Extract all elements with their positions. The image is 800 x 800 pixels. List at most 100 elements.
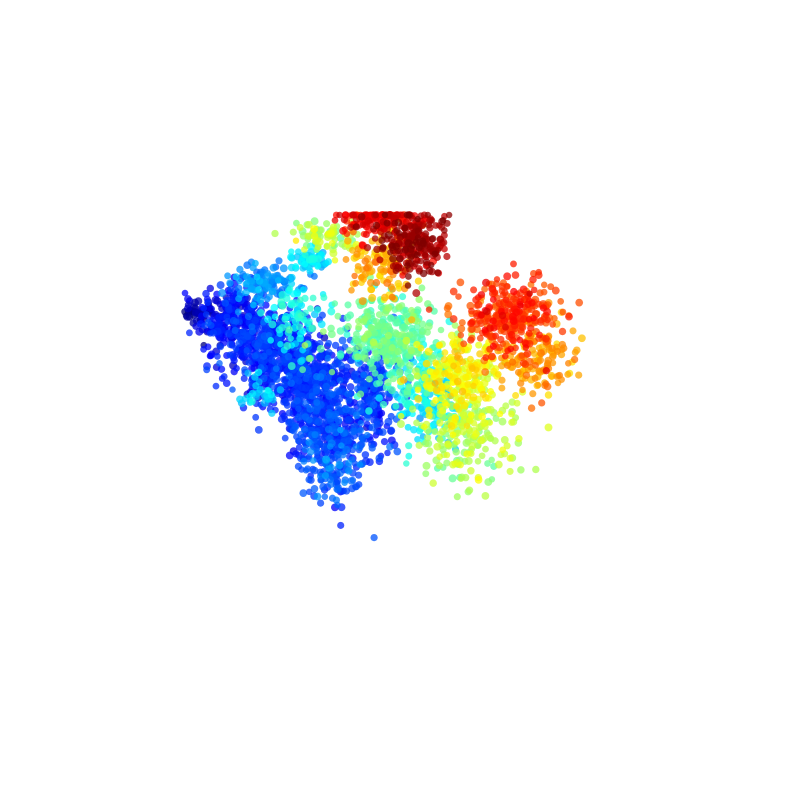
- scatter-point: [283, 402, 291, 409]
- scatter-point: [200, 345, 208, 353]
- scatter-point: [418, 284, 426, 292]
- scatter-point: [244, 312, 253, 321]
- scatter-point: [278, 290, 287, 299]
- scatter-point: [235, 295, 243, 303]
- scatter-point: [522, 371, 531, 379]
- scatter-point: [306, 447, 315, 456]
- scatter-point: [350, 427, 359, 435]
- scatter-point: [441, 391, 450, 400]
- scatter-point: [285, 409, 293, 417]
- scatter-point: [512, 392, 520, 399]
- scatter-point: [291, 299, 299, 307]
- scatter-point: [288, 248, 295, 255]
- scatter-point: [370, 533, 378, 542]
- scatter-point: [443, 451, 451, 459]
- scatter-point: [371, 349, 379, 357]
- scatter-point: [372, 318, 381, 326]
- scatter-point: [417, 344, 425, 352]
- scatter-point: [431, 379, 439, 387]
- scatter-point: [386, 442, 394, 451]
- scatter-point: [482, 354, 490, 362]
- scatter-point: [243, 331, 252, 340]
- scatter-point: [401, 231, 408, 239]
- scatter-point: [260, 352, 268, 360]
- scatter-point: [288, 273, 296, 282]
- scatter-point: [356, 390, 365, 398]
- scatter-point: [463, 422, 471, 430]
- scatter-point: [345, 459, 353, 467]
- scatter-point: [347, 477, 355, 485]
- scatter-point: [469, 393, 478, 402]
- scatter-point: [417, 257, 425, 265]
- scatter-point: [363, 381, 371, 389]
- scatter-point: [404, 262, 411, 269]
- scatter-point: [325, 411, 333, 419]
- scatter-point: [298, 383, 306, 392]
- scatter-point: [578, 334, 586, 343]
- scatter-point: [507, 330, 516, 339]
- scatter-point: [257, 358, 265, 366]
- scatter-point: [500, 436, 509, 444]
- scatter-point: [315, 353, 323, 360]
- scatter-point: [392, 316, 400, 324]
- scatter-point: [482, 278, 490, 287]
- scatter-point: [323, 243, 331, 250]
- scatter-point: [425, 377, 433, 385]
- scatter-point: [453, 354, 461, 361]
- scatter-point: [422, 461, 431, 470]
- scatter-point: [214, 319, 223, 328]
- scatter-point: [247, 284, 256, 293]
- scatter-point: [379, 400, 388, 409]
- scatter-point: [492, 332, 500, 340]
- scatter-point: [327, 324, 335, 333]
- scatter-point: [457, 324, 466, 333]
- scatter-point: [523, 349, 532, 358]
- scatter-point: [420, 423, 428, 431]
- scatter-point: [518, 352, 526, 359]
- scatter-point: [453, 493, 461, 501]
- scatter-point: [358, 297, 367, 306]
- scatter-point: [439, 216, 447, 224]
- scatter-point: [317, 499, 325, 507]
- scatter-point: [468, 442, 477, 450]
- scatter-point: [438, 406, 447, 415]
- scatter-point: [449, 315, 458, 323]
- scatter-point: [416, 238, 423, 246]
- scatter-point: [534, 271, 543, 279]
- scatter-point: [233, 365, 240, 372]
- scatter-point: [236, 265, 244, 274]
- scatter-point: [389, 254, 397, 263]
- scatter-point: [352, 223, 360, 231]
- scatter-point: [321, 472, 329, 480]
- scatter-point: [517, 302, 524, 309]
- scatter-point: [429, 235, 437, 243]
- scatter-point: [445, 211, 453, 219]
- scatter-point: [565, 312, 573, 321]
- scatter-point: [301, 251, 309, 259]
- scatter-point: [239, 328, 247, 336]
- scatter-point: [304, 232, 312, 240]
- scatter-point: [514, 369, 522, 376]
- scatter-point: [305, 354, 313, 363]
- scatter-point: [234, 308, 242, 316]
- scatter-point: [296, 323, 304, 331]
- scatter-point: [498, 362, 506, 370]
- scatter-point: [334, 450, 342, 459]
- scatter-point: [278, 302, 287, 310]
- scatter-point: [211, 296, 220, 304]
- scatter-point: [340, 216, 349, 224]
- scatter-point: [413, 317, 421, 325]
- scatter-point: [555, 371, 564, 379]
- scatter-point: [331, 341, 340, 350]
- scatter-point: [360, 334, 368, 342]
- scatter-point: [285, 451, 294, 460]
- scatter-point: [317, 320, 326, 329]
- scatter-point: [503, 442, 511, 450]
- scatter-point: [508, 410, 515, 418]
- scatter-point: [338, 442, 345, 449]
- scatter-point: [342, 256, 350, 263]
- scatter-point: [301, 246, 308, 253]
- scatter-point: [377, 373, 384, 381]
- scatter-point: [355, 343, 363, 351]
- scatter-point: [494, 370, 502, 378]
